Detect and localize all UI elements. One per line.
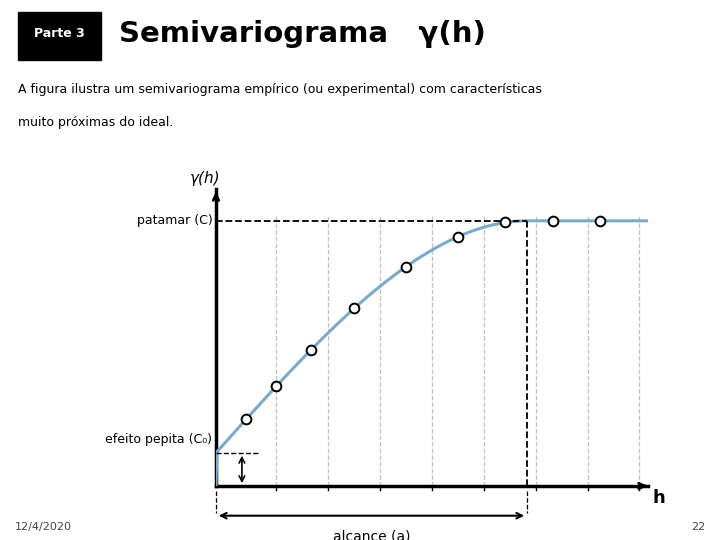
- Text: alcance (a): alcance (a): [333, 529, 410, 540]
- Text: muito próximas do ideal.: muito próximas do ideal.: [18, 116, 174, 129]
- Text: A figura ilustra um semivariograma empírico (ou experimental) com característica: A figura ilustra um semivariograma empír…: [18, 83, 542, 96]
- Text: 12/4/2020: 12/4/2020: [14, 522, 71, 532]
- Text: Parte 3: Parte 3: [35, 27, 85, 40]
- Text: Semivariograma   γ(h): Semivariograma γ(h): [119, 19, 486, 48]
- Text: patamar (C): patamar (C): [137, 214, 212, 227]
- Text: efeito pepita (C₀): efeito pepita (C₀): [105, 433, 212, 446]
- Text: h: h: [652, 489, 665, 507]
- FancyBboxPatch shape: [18, 12, 101, 60]
- Text: γ(h): γ(h): [190, 171, 220, 186]
- Text: 22: 22: [691, 522, 706, 532]
